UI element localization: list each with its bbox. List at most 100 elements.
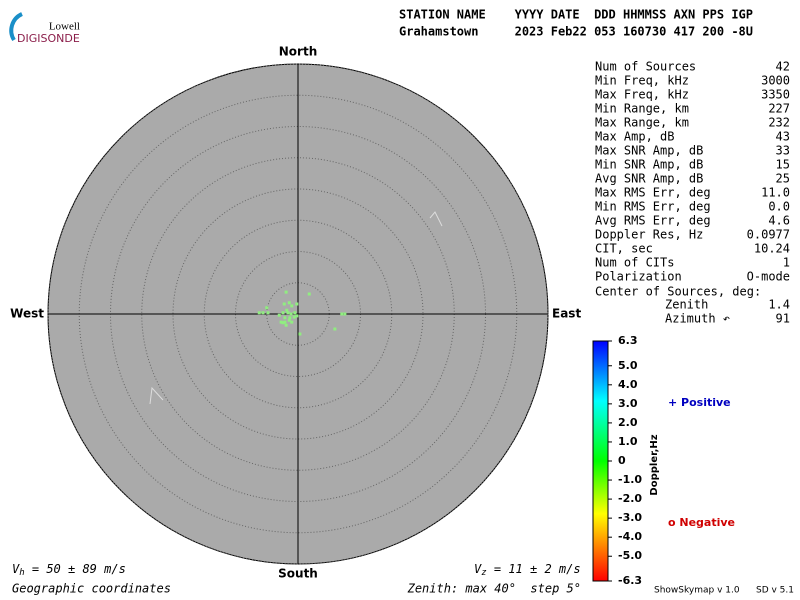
source-point bbox=[287, 301, 291, 305]
source-point bbox=[281, 321, 285, 325]
azimuth-label: Azimuth ↶ bbox=[665, 312, 730, 326]
source-point bbox=[307, 292, 311, 296]
dir-south: South bbox=[278, 567, 318, 581]
stat-value: 1 bbox=[783, 256, 790, 270]
logo-top: Lowell bbox=[49, 21, 80, 33]
colorbar-tick-label: 5.0 bbox=[618, 359, 638, 372]
vh: Vh = 50 ± 89 m/s bbox=[12, 562, 126, 578]
colorbar-tick-label: 2.0 bbox=[618, 416, 638, 429]
source-point bbox=[285, 308, 289, 312]
stat-value: 3000 bbox=[761, 74, 790, 88]
colorbar-tick-label: -2.0 bbox=[618, 492, 642, 505]
source-point bbox=[340, 312, 344, 316]
source-point bbox=[287, 318, 291, 322]
azimuth-value: 91 bbox=[776, 312, 790, 326]
colorbar-tick-label: 4.0 bbox=[618, 378, 638, 391]
stat-value: 25 bbox=[776, 172, 790, 186]
zenith-note: Zenith: max 40° step 5° bbox=[407, 582, 581, 596]
stat-label: Min Range, km bbox=[595, 102, 689, 116]
header-values: Grahamstown 2023 Feb22 053 160730 417 20… bbox=[399, 25, 753, 39]
coords: Geographic coordinates bbox=[12, 582, 171, 596]
source-point bbox=[279, 320, 283, 324]
center-title: Center of Sources, deg: bbox=[595, 285, 761, 299]
arrow-glyph bbox=[149, 386, 164, 405]
source-point bbox=[290, 304, 294, 308]
source-point bbox=[292, 315, 296, 319]
zenith-value: 1.4 bbox=[768, 298, 790, 312]
source-point bbox=[290, 320, 294, 324]
stat-label: Min RMS Err, deg bbox=[595, 200, 711, 214]
colorbar-tick-label: -6.3 bbox=[618, 574, 642, 587]
source-point bbox=[295, 314, 299, 318]
header-labels: STATION NAME YYYY DATE DDD HHMMSS AXN PP… bbox=[399, 8, 753, 22]
source-point bbox=[283, 316, 287, 320]
colorbar-tick-label: -4.0 bbox=[618, 530, 642, 543]
dir-west: West bbox=[10, 307, 44, 321]
stat-value: 15 bbox=[776, 158, 790, 172]
source-point bbox=[289, 312, 293, 316]
stat-value: 4.6 bbox=[768, 214, 790, 228]
stat-value: 33 bbox=[776, 144, 790, 158]
colorbar-tick-label: 1.0 bbox=[618, 435, 638, 448]
arrow-glyph bbox=[429, 211, 443, 227]
stat-label: Max Range, km bbox=[595, 116, 689, 130]
vz: Vz = 11 ± 2 m/s bbox=[474, 562, 581, 578]
stat-label: Max SNR Amp, dB bbox=[595, 144, 703, 158]
dir-east: East bbox=[552, 307, 581, 321]
stat-value: 11.0 bbox=[761, 186, 790, 200]
dir-north: North bbox=[279, 45, 317, 59]
stat-label: Polarization bbox=[595, 270, 682, 284]
colorbar-label: Doppler,Hz bbox=[649, 434, 660, 495]
stat-value: 0.0 bbox=[768, 200, 790, 214]
stat-label: Min Freq, kHz bbox=[595, 74, 689, 88]
stat-label: Num of Sources bbox=[595, 60, 696, 74]
stat-value: 232 bbox=[768, 116, 790, 130]
source-point bbox=[281, 311, 285, 315]
source-point bbox=[266, 311, 270, 315]
stat-label: Doppler Res, Hz bbox=[595, 228, 703, 242]
source-point bbox=[284, 290, 288, 294]
stat-label: Avg SNR Amp, dB bbox=[595, 172, 703, 186]
stat-label: Min SNR Amp, dB bbox=[595, 158, 703, 172]
source-point bbox=[298, 332, 302, 336]
source-point bbox=[284, 323, 288, 327]
stat-value: O-mode bbox=[747, 270, 790, 284]
source-point bbox=[293, 311, 297, 315]
logo-bottom: DIGISONDE bbox=[17, 32, 80, 45]
colorbar-tick-label: -3.0 bbox=[618, 511, 642, 524]
version: ShowSkymap v 1.0 bbox=[654, 586, 740, 596]
stat-value: 10.24 bbox=[754, 242, 790, 256]
source-point bbox=[283, 320, 287, 324]
colorbar-tick-label: -5.0 bbox=[618, 549, 642, 562]
legend-negative: o Negative bbox=[668, 516, 735, 529]
sd-version: SD v 5.1 bbox=[756, 586, 794, 596]
stat-label: Num of CITs bbox=[595, 256, 674, 270]
colorbar-tick-label: -1.0 bbox=[618, 473, 642, 486]
stat-value: 43 bbox=[776, 130, 790, 144]
stat-value: 42 bbox=[776, 60, 790, 74]
legend-positive: + Positive bbox=[668, 396, 731, 409]
source-point bbox=[261, 311, 265, 315]
logo-arc bbox=[9, 12, 23, 42]
source-point bbox=[343, 312, 347, 316]
stat-label: Avg RMS Err, deg bbox=[595, 214, 711, 228]
source-point bbox=[282, 302, 286, 306]
stat-label: Max RMS Err, deg bbox=[595, 186, 711, 200]
source-point bbox=[295, 302, 299, 306]
stat-value: 0.0977 bbox=[747, 228, 790, 242]
stat-label: CIT, sec bbox=[595, 242, 653, 256]
source-point bbox=[333, 327, 337, 331]
stat-value: 3350 bbox=[761, 88, 790, 102]
stat-value: 227 bbox=[768, 102, 790, 116]
zenith-label: Zenith bbox=[665, 298, 708, 312]
stat-label: Max Amp, dB bbox=[595, 130, 674, 144]
colorbar-tick-label: 6.3 bbox=[618, 334, 638, 347]
source-point bbox=[288, 316, 292, 320]
colorbar-tick-label: 3.0 bbox=[618, 397, 638, 410]
source-point bbox=[265, 306, 269, 310]
source-point bbox=[257, 311, 261, 315]
stat-label: Max Freq, kHz bbox=[595, 88, 689, 102]
colorbar-tick-label: 0 bbox=[618, 454, 626, 467]
